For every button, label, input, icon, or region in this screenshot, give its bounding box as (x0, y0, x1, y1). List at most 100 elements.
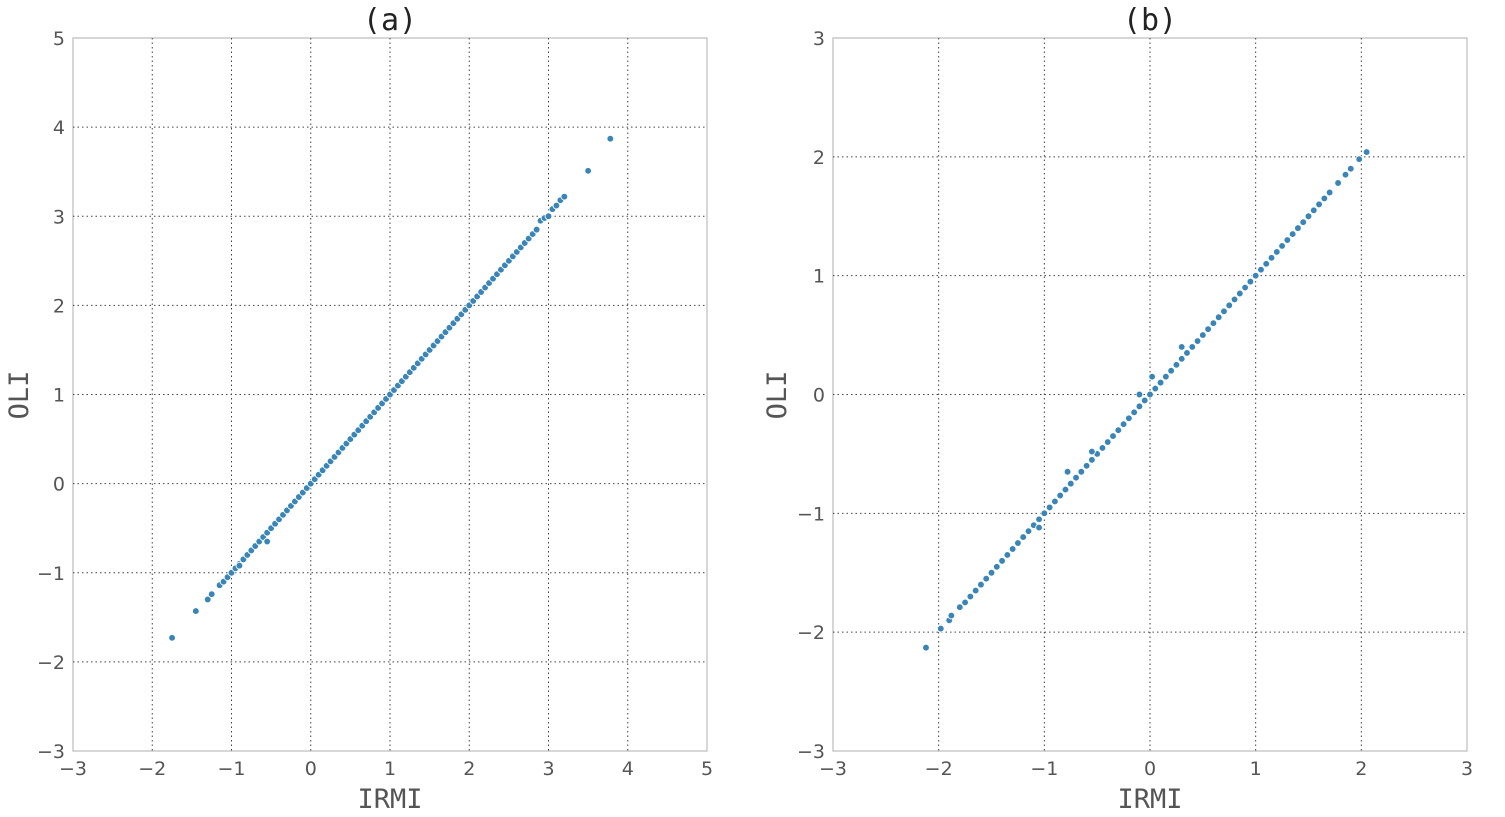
panel-b-point-39 (1140, 396, 1149, 405)
panel-b-y-tick-label-1: −2 (797, 622, 825, 644)
panel-a-point-91 (560, 192, 569, 201)
panel-b-point-57 (1235, 289, 1244, 298)
panel-b-point-3 (947, 611, 956, 620)
panel-b-point-74 (1325, 188, 1334, 197)
panel-a-point-93 (606, 134, 615, 143)
panel-b-point-51 (1204, 325, 1212, 333)
panel-b-point-62 (1262, 259, 1271, 268)
panel-b-point-52 (1209, 319, 1218, 328)
panel-a-point-3 (207, 590, 216, 598)
panel-a-x-tick-label-3: 0 (305, 758, 317, 780)
panel-b-point-42 (1156, 378, 1165, 387)
panel-a-x-tick-label-2: −1 (217, 758, 245, 780)
panel-b-point-9 (982, 574, 991, 583)
panel-b-ticks: −3 −2 −1 0 1 2 3 −3 −2 −1 0 1 2 3 (797, 28, 1473, 780)
panel-b-point-36 (1125, 414, 1133, 423)
panel-a-title: (a) (363, 3, 417, 38)
panel-b-point-25 (1066, 479, 1075, 488)
panel-a-point-94 (263, 537, 272, 546)
panel-b-x-tick-label-6: 3 (1461, 758, 1473, 780)
panel-b-point-29 (1088, 456, 1096, 464)
panel-b-point-15 (1014, 539, 1022, 547)
panel-b-point-13 (1003, 551, 1012, 559)
panel-b-point-28 (1082, 461, 1091, 470)
panel-a-point-87 (544, 212, 553, 221)
panel-b-point-38 (1135, 402, 1144, 411)
panel-b-point-67 (1288, 230, 1297, 238)
panel-b-point-85 (1177, 343, 1186, 351)
panel-b-point-66 (1283, 236, 1292, 244)
panel-b-point-1 (936, 624, 945, 633)
panel-b-point-55 (1225, 301, 1234, 310)
panel-a-point-92 (584, 166, 592, 175)
panel-b-y-tick-label-4: 1 (813, 266, 825, 288)
panel-b-point-68 (1294, 224, 1302, 232)
panel-a-point-0 (168, 633, 176, 642)
panel-a-ticks: −3 −2 −1 0 1 2 3 4 5 −3 −2 −1 0 1 2 3 4 5 (37, 28, 713, 780)
panel-b-x-tick-label-0: −3 (819, 758, 847, 780)
panel-b-point-21 (1045, 503, 1054, 512)
panel-b-title: (b) (1123, 3, 1177, 38)
panel-b-y-tick-label-2: −1 (797, 503, 825, 525)
panel-a-grid (73, 38, 707, 751)
panel-b-x-tick-label-2: −1 (1030, 758, 1058, 780)
panel-b-point-20 (1040, 509, 1049, 518)
panel-b-y-tick-label-0: −3 (797, 741, 825, 763)
panel-b-point-56 (1230, 295, 1239, 304)
panel-b-point-83 (1035, 523, 1043, 532)
panel-b-point-61 (1257, 265, 1265, 274)
panel-a-y-tick-label-3: 0 (53, 474, 65, 496)
panel-a-x-axis-label: IRMI (357, 784, 422, 815)
panel-b-point-54 (1220, 307, 1228, 316)
panel-b-x-tick-label-1: −2 (925, 758, 953, 780)
panel-b-point-48 (1188, 343, 1197, 351)
panel-a-y-tick-label-7: 4 (53, 117, 65, 139)
panel-a-y-tick-label-0: −3 (37, 741, 65, 763)
panel-b-point-59 (1246, 277, 1255, 286)
panel-a-x-tick-label-5: 2 (463, 758, 475, 780)
panel-a-x-tick-label-7: 4 (622, 758, 634, 780)
panel-a-point-89 (552, 201, 561, 210)
panel-b-point-82 (1148, 372, 1156, 381)
panel-a-y-tick-label-5: 2 (53, 295, 65, 317)
panel-b-y-tick-label-6: 3 (813, 28, 825, 50)
panel-a-point-2 (203, 595, 212, 604)
panel-b-point-33 (1109, 432, 1117, 440)
panel-b-point-64 (1272, 248, 1281, 256)
panel-b-point-43 (1161, 372, 1170, 381)
panel-b-point-58 (1241, 283, 1249, 292)
panel-b-point-75 (1334, 179, 1342, 187)
panel-b-point-24 (1061, 485, 1070, 494)
panel-b-point-49 (1193, 337, 1202, 345)
panel-b-point-11 (992, 562, 1001, 571)
panel-b-point-7 (971, 586, 980, 595)
panel-b-point-23 (1056, 491, 1065, 500)
panel-b-point-0 (922, 643, 930, 652)
panel-b-point-6 (966, 592, 975, 601)
panel-b-point-81 (1135, 390, 1144, 399)
panel-b-point-80 (1063, 467, 1072, 476)
panel-b-point-41 (1151, 384, 1160, 393)
panel-a-y-axis-label: OLI (4, 371, 35, 420)
panel-b-point-72 (1315, 200, 1323, 209)
panel-b-point-44 (1167, 366, 1175, 375)
panel-a-y-tick-label-8: 5 (53, 28, 65, 50)
panel-b-point-40 (1146, 390, 1154, 399)
panel-b-point-77 (1346, 164, 1355, 173)
panel-b-point-34 (1114, 426, 1123, 435)
panel-b-point-73 (1320, 194, 1329, 203)
panel-b-point-63 (1267, 253, 1276, 262)
panel-b-x-tick-label-4: 1 (1250, 758, 1262, 780)
panel-b-y-tick-label-3: 0 (813, 385, 825, 407)
panel-a-y-tick-label-6: 3 (53, 206, 65, 228)
panel-b-point-37 (1130, 408, 1139, 417)
panel-b: −3 −2 −1 0 1 2 3 −3 −2 −1 0 1 2 3 (b) IRMI OLI (762, 3, 1473, 815)
panel-b-point-10 (987, 568, 996, 577)
panel-b-point-26 (1072, 473, 1080, 482)
panel-b-point-31 (1098, 444, 1107, 452)
panel-a-points (168, 134, 615, 642)
panel-b-point-84 (1088, 447, 1096, 456)
panel-b-point-50 (1198, 331, 1207, 339)
panel-a-x-tick-label-4: 1 (384, 758, 396, 780)
